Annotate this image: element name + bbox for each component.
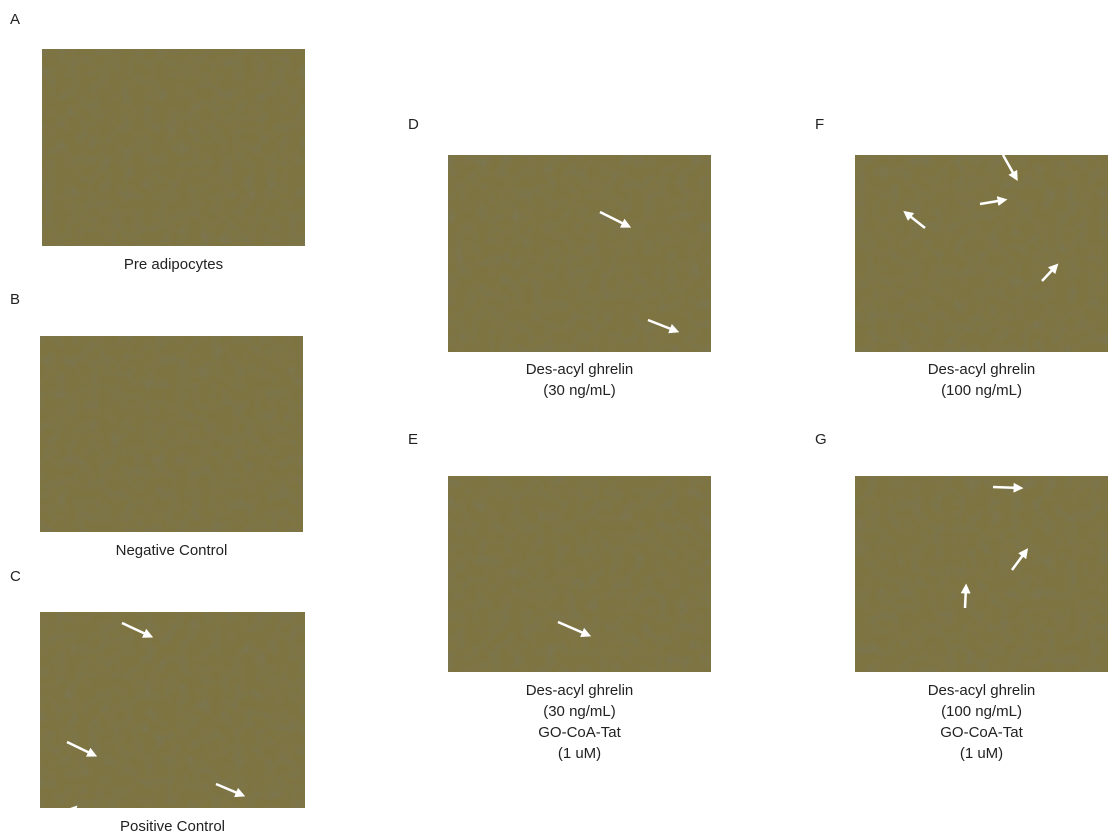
micrograph-texture (40, 612, 305, 808)
micrograph-texture (855, 155, 1108, 352)
panel-caption: Positive Control (120, 818, 225, 835)
arrow (993, 487, 1020, 488)
panel-letter: E (408, 431, 418, 448)
panel-letter: G (815, 431, 827, 448)
arrow (55, 808, 75, 828)
micrograph-texture (855, 476, 1108, 672)
micrograph-texture (448, 476, 711, 672)
panel-caption: GO-CoA-Tat (940, 724, 1023, 741)
panel-caption: Des-acyl ghrelin (928, 361, 1036, 378)
panel-letter: D (408, 116, 419, 133)
panel-letter: B (10, 291, 20, 308)
panel-caption: (100 ng/mL) (941, 382, 1022, 399)
panel-caption: Des-acyl ghrelin (928, 682, 1036, 699)
panel-letter: C (10, 568, 21, 585)
micrograph-texture (448, 155, 711, 352)
panel-caption: Des-acyl ghrelin (526, 682, 634, 699)
panel-caption: (30 ng/mL) (543, 703, 616, 720)
panel-caption: GO-CoA-Tat (538, 724, 621, 741)
panel-caption: Des-acyl ghrelin (526, 361, 634, 378)
panel-caption: (30 ng/mL) (543, 382, 616, 399)
panel-caption: (100 ng/mL) (941, 703, 1022, 720)
panel-letter: A (10, 11, 20, 28)
panel-letter: F (815, 116, 824, 133)
panel-caption: (1 uM) (558, 745, 601, 762)
micrograph-texture (40, 336, 303, 532)
panel-caption: Negative Control (116, 542, 228, 559)
panel-caption: Pre adipocytes (124, 256, 223, 273)
figure: A Pre adipocytes B Negative Control C Positiv… (0, 0, 1110, 836)
arrow (965, 587, 966, 608)
micrograph-texture (42, 49, 305, 246)
panel-caption: (1 uM) (960, 745, 1003, 762)
